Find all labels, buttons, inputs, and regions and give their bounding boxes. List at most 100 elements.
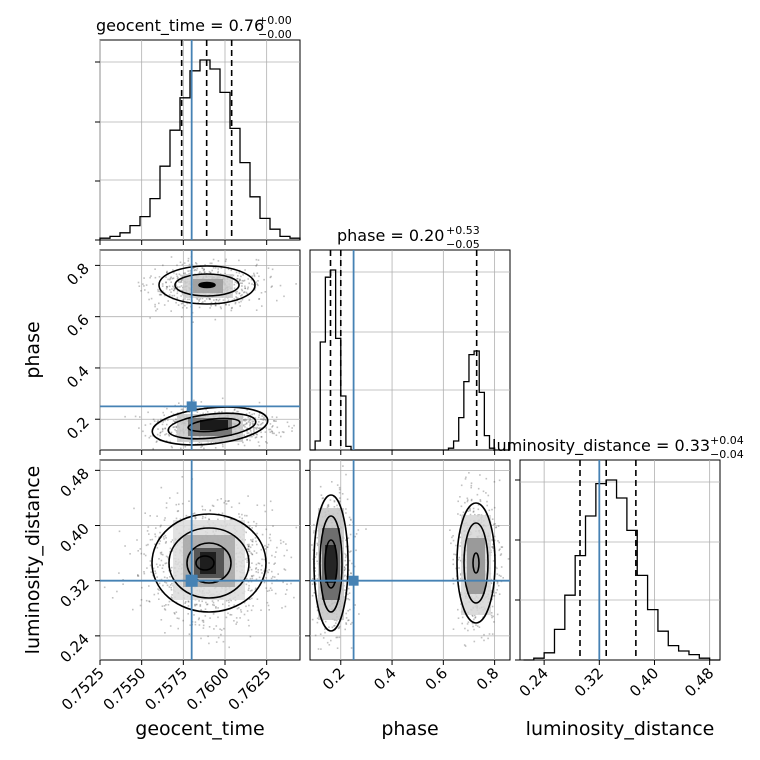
sample-point xyxy=(280,435,282,438)
sample-point xyxy=(475,624,477,626)
sample-point xyxy=(293,424,295,427)
sample-point xyxy=(203,271,206,274)
contours xyxy=(151,513,267,613)
sample-point xyxy=(160,431,162,434)
sample-point xyxy=(111,597,114,599)
sample-point xyxy=(253,426,255,429)
sample-point xyxy=(249,566,251,569)
sample-point xyxy=(490,589,493,592)
sample-point xyxy=(209,509,212,511)
sample-point xyxy=(333,506,336,508)
sample-point xyxy=(261,572,263,574)
sample-point xyxy=(148,600,150,602)
sample-point xyxy=(175,284,177,287)
sample-point xyxy=(163,538,165,540)
sample-point xyxy=(180,295,182,297)
sample-point xyxy=(250,278,253,281)
sample-point xyxy=(160,486,163,489)
sample-point xyxy=(148,533,150,535)
sample-point xyxy=(149,435,152,437)
sample-point xyxy=(173,294,176,297)
sample-point xyxy=(175,430,178,432)
sample-point xyxy=(345,508,347,510)
sample-point xyxy=(348,598,351,601)
title-phase: phase = 0.20 xyxy=(337,226,444,245)
sample-point xyxy=(251,420,254,422)
sample-point xyxy=(248,543,250,546)
sample-point xyxy=(268,569,270,571)
sample-point xyxy=(350,572,352,575)
sample-point xyxy=(230,309,233,312)
sample-point xyxy=(260,609,262,611)
sample-point xyxy=(232,274,235,277)
sample-point xyxy=(249,577,252,580)
y-ticks: 0.2 0.4 0.6 0.8 xyxy=(63,259,100,443)
contour xyxy=(319,515,343,613)
sample-point xyxy=(498,593,501,595)
sample-point xyxy=(457,617,460,619)
sample-point xyxy=(250,552,252,554)
sample-point xyxy=(251,589,253,592)
sample-point xyxy=(209,307,211,309)
sample-point xyxy=(156,576,158,578)
sample-point xyxy=(476,625,479,627)
sample-point xyxy=(180,447,182,450)
sample-point xyxy=(485,492,487,494)
sample-point xyxy=(211,269,213,272)
sample-point xyxy=(160,291,163,293)
sample-point xyxy=(219,306,222,308)
sample-point xyxy=(184,304,186,307)
sample-point xyxy=(200,446,202,449)
sample-point xyxy=(165,440,168,442)
sample-point xyxy=(271,582,273,585)
sample-point xyxy=(466,623,469,625)
sample-point xyxy=(214,304,217,307)
sample-point xyxy=(252,423,254,426)
sample-point xyxy=(240,275,242,278)
tick-label: 0.48 xyxy=(681,664,717,700)
sample-point xyxy=(177,304,180,306)
sample-point xyxy=(316,578,319,580)
sample-point xyxy=(154,303,156,306)
tick-label: 0.32 xyxy=(56,575,92,611)
sample-point xyxy=(500,546,503,548)
sample-point xyxy=(253,272,255,275)
sample-point xyxy=(193,614,195,616)
sample-point xyxy=(124,545,126,547)
sample-point xyxy=(345,564,347,566)
y-ticks xyxy=(305,469,310,637)
sample-point xyxy=(174,288,176,290)
sample-point xyxy=(253,284,255,286)
sample-point xyxy=(329,499,332,501)
y-ticks: 0.24 0.32 0.40 0.48 xyxy=(56,464,100,666)
sample-point xyxy=(178,503,180,506)
sample-point xyxy=(181,275,184,278)
sample-point xyxy=(455,544,457,547)
sample-point xyxy=(290,556,293,559)
sample-point xyxy=(146,530,149,532)
sample-point xyxy=(256,283,258,285)
tick-label: 0.24 xyxy=(56,630,92,666)
sample-point xyxy=(170,586,172,589)
sample-point xyxy=(488,509,491,512)
sample-point xyxy=(139,604,142,607)
sample-point xyxy=(246,430,248,433)
sample-point xyxy=(205,298,208,300)
sample-point xyxy=(468,472,470,474)
sample-point xyxy=(465,476,467,479)
sample-point xyxy=(170,291,172,293)
sample-point xyxy=(238,301,240,304)
sample-point xyxy=(257,424,260,426)
sample-point xyxy=(235,292,238,295)
sample-point xyxy=(270,577,273,580)
sample-point xyxy=(253,429,255,431)
sample-point xyxy=(204,413,207,415)
sample-point xyxy=(240,288,243,291)
sample-point xyxy=(258,414,260,416)
sample-point xyxy=(239,282,242,284)
sample-point xyxy=(291,430,293,432)
sample-point xyxy=(167,433,170,436)
sample-point xyxy=(233,287,236,290)
sample-point xyxy=(145,544,148,547)
sample-point xyxy=(173,287,175,289)
